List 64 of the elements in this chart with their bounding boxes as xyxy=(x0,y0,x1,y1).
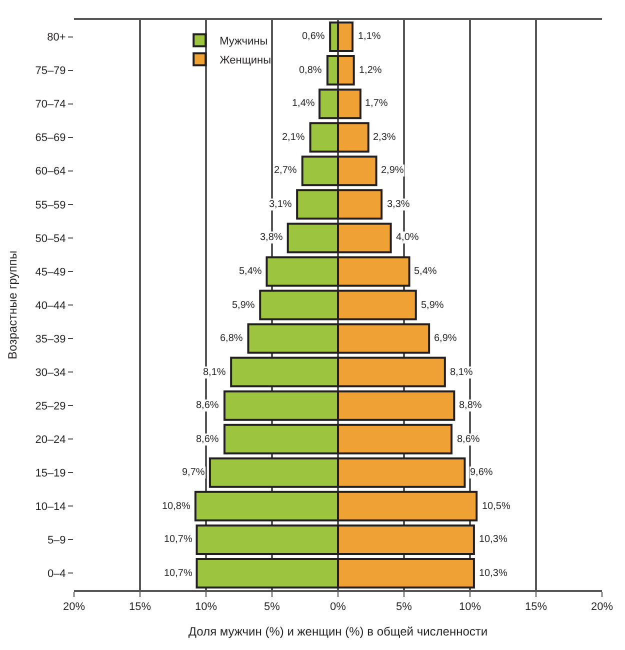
y-tick-label: 45–49 xyxy=(35,266,66,278)
data-label: 10,5% xyxy=(482,501,510,512)
x-tick-label: 5% xyxy=(264,600,280,613)
data-label: 2,9% xyxy=(381,165,404,176)
legend-label: Женщины xyxy=(220,54,272,66)
y-tick-label: 20–24 xyxy=(35,434,66,446)
data-label: 3,1% xyxy=(269,199,292,210)
y-tick-label: 0–4 xyxy=(47,568,66,580)
data-label: 0,8% xyxy=(299,65,322,76)
data-label: 1,7% xyxy=(365,98,388,109)
data-label: 9,7% xyxy=(182,467,205,478)
y-tick-label: 40–44 xyxy=(35,300,66,312)
x-tick-label: 10% xyxy=(194,600,218,613)
data-label: 1,1% xyxy=(358,31,381,42)
data-label: 5,9% xyxy=(421,300,444,311)
data-label: 10,3% xyxy=(479,534,508,545)
data-label: 10,3% xyxy=(479,568,508,579)
x-tick-label: 5% xyxy=(396,600,412,613)
data-label: 8,1% xyxy=(450,367,473,378)
y-tick-label: 75–79 xyxy=(35,65,66,78)
x-tick-label: 20% xyxy=(590,600,614,613)
x-axis-title: Доля мужчин (%) и женщин (%) в общей численности xyxy=(188,624,488,638)
data-label: 8,6% xyxy=(457,434,480,445)
data-label: 3,3% xyxy=(387,199,410,210)
y-tick-label: 10–14 xyxy=(35,501,66,514)
data-label: 5,4% xyxy=(239,266,262,277)
y-tick-label: 80+ xyxy=(47,32,66,44)
data-label: 8,6% xyxy=(196,400,219,411)
y-tick-label: 5–9 xyxy=(47,534,66,547)
legend-label: Мужчины xyxy=(220,35,268,48)
y-tick-label: 30–34 xyxy=(35,366,66,379)
data-label: 6,9% xyxy=(434,333,457,344)
data-label: 5,4% xyxy=(414,266,437,277)
data-label: 10,7% xyxy=(164,568,192,579)
y-tick-label: 70–74 xyxy=(35,98,66,111)
x-tick-label: 10% xyxy=(458,600,482,613)
data-label: 4,0% xyxy=(396,232,419,243)
y-tick-label: 60–64 xyxy=(35,166,66,178)
y-axis-title: Возрастные группы xyxy=(6,250,20,360)
y-tick-label: 55–59 xyxy=(35,199,66,212)
data-label: 0,6% xyxy=(302,31,325,42)
data-label: 8,6% xyxy=(196,434,219,445)
y-tick-label: 50–54 xyxy=(35,232,66,245)
x-tick-label: 15% xyxy=(524,600,548,613)
data-label: 2,1% xyxy=(282,132,305,143)
y-tick-label: 25–29 xyxy=(35,400,66,412)
data-label: 1,4% xyxy=(292,98,315,109)
y-tick-label: 65–69 xyxy=(35,132,66,144)
data-label: 8,1% xyxy=(203,367,226,378)
x-tick-label: 20% xyxy=(62,600,86,613)
data-label: 6,8% xyxy=(220,333,243,344)
y-tick-label: 15–19 xyxy=(35,468,66,480)
data-label: 2,7% xyxy=(274,165,297,176)
data-label: 1,2% xyxy=(359,65,382,76)
data-label: 9,6% xyxy=(470,467,493,478)
data-label: 10,7% xyxy=(164,534,192,545)
x-tick-label: 15% xyxy=(128,600,152,613)
data-label: 8,8% xyxy=(459,400,482,411)
x-tick-label: 0% xyxy=(330,600,346,613)
data-label: 5,9% xyxy=(232,300,255,311)
data-label: 10,8% xyxy=(162,501,190,512)
data-label: 2,3% xyxy=(373,132,396,143)
data-label: 3,8% xyxy=(260,232,283,243)
y-tick-label: 35–39 xyxy=(35,333,66,346)
